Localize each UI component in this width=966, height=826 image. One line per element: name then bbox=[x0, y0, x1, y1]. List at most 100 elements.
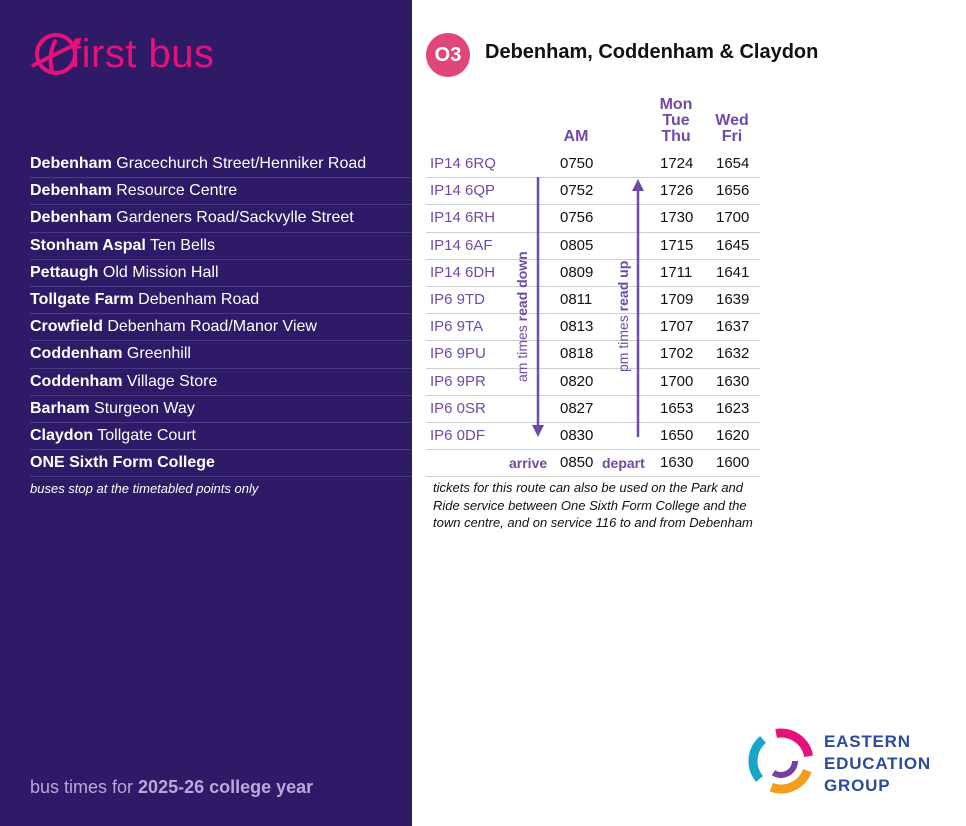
am-column-header: AM bbox=[563, 128, 589, 145]
wed-fri-time: 1623 bbox=[716, 399, 750, 417]
postcode: IP6 0DF bbox=[430, 426, 486, 444]
table-row: IP6 9PR 0820 1700 1630 bbox=[426, 369, 760, 396]
stop-town: Debenham bbox=[30, 182, 112, 200]
stop-town: Coddenham bbox=[30, 345, 123, 363]
stop-row: Pettaugh Old Mission Hall bbox=[30, 260, 411, 287]
stop-place: Sturgeon Way bbox=[94, 399, 195, 417]
pm-read-up-label: pm times read up bbox=[615, 261, 631, 372]
footer-year: 2025-26 college year bbox=[138, 777, 314, 797]
table-row: 0850 1630 1600 arrive depart bbox=[426, 450, 760, 478]
am-time: 0820 bbox=[560, 372, 594, 390]
mon-thu-time: 1711 bbox=[660, 263, 693, 281]
table-row: IP6 9PU 0818 1702 1632 bbox=[426, 341, 760, 369]
postcode: IP6 9PR bbox=[430, 372, 486, 390]
wed-fri-time: 1656 bbox=[716, 182, 750, 200]
stop-place: Greenhill bbox=[126, 345, 191, 363]
postcode: IP6 9TD bbox=[430, 290, 486, 308]
footer-text: bus times for 2025-26 college year bbox=[30, 777, 313, 798]
partner-line: EASTERN bbox=[824, 732, 911, 751]
stop-row: Tollgate Farm Debenham Road bbox=[30, 287, 411, 315]
stop-place: Old Mission Hall bbox=[102, 263, 219, 281]
table-row: IP6 9TD 0811 1709 1639 bbox=[426, 287, 760, 315]
postcode: IP14 6AF bbox=[430, 236, 493, 254]
postcode: IP6 9PU bbox=[430, 345, 486, 363]
stop-row: Debenham Gardeners Road/Sackvylle Street bbox=[30, 205, 411, 233]
brand-name: first bus bbox=[70, 32, 215, 76]
header-day: Mon bbox=[659, 96, 693, 113]
stop-town: Debenham bbox=[30, 209, 112, 227]
am-time: 0805 bbox=[560, 236, 594, 254]
partner-line: GROUP bbox=[824, 776, 891, 795]
pm-read-prefix: pm times bbox=[615, 311, 631, 372]
route-title: Debenham, Coddenham & Claydon bbox=[485, 41, 819, 63]
stop-note: buses stop at the timetabled points only bbox=[30, 481, 259, 496]
am-read-down-label: am times read down bbox=[514, 251, 530, 382]
am-time: 0813 bbox=[560, 318, 594, 336]
route-number-badge: O3 bbox=[426, 33, 470, 77]
footer-prefix: bus times for bbox=[30, 777, 139, 797]
wed-fri-time: 1600 bbox=[716, 454, 750, 472]
mon-thu-time: 1715 bbox=[660, 236, 694, 254]
mon-thu-time: 1709 bbox=[660, 290, 694, 308]
am-time: 0752 bbox=[560, 182, 594, 200]
mon-thu-column-header: Mon Tue Thu bbox=[652, 97, 700, 145]
stop-row: Coddenham Greenhill bbox=[30, 341, 411, 369]
am-time: 0850 bbox=[560, 454, 594, 472]
wed-fri-time: 1637 bbox=[716, 318, 750, 336]
stop-row: Coddenham Village Store bbox=[30, 369, 411, 396]
stop-town: Pettaugh bbox=[30, 263, 99, 281]
mon-thu-time: 1707 bbox=[660, 318, 694, 336]
wed-fri-time: 1654 bbox=[716, 155, 750, 172]
header-day: Thu bbox=[661, 128, 691, 145]
mon-thu-time: 1702 bbox=[660, 345, 694, 363]
am-time: 0818 bbox=[560, 345, 594, 363]
table-row: IP14 6AF 0805 1715 1645 bbox=[426, 233, 760, 260]
mon-thu-time: 1730 bbox=[660, 209, 694, 227]
down-arrow-icon bbox=[532, 177, 544, 437]
header-day: Tue bbox=[662, 112, 690, 129]
postcode: IP14 6DH bbox=[430, 263, 496, 281]
stop-town: Coddenham bbox=[30, 372, 123, 390]
up-arrow-icon bbox=[632, 179, 644, 437]
wed-fri-time: 1641 bbox=[716, 263, 750, 281]
stop-place: Gardeners Road/Sackvylle Street bbox=[116, 209, 354, 227]
stop-town: Crowfield bbox=[30, 318, 103, 336]
postcode: IP14 6QP bbox=[430, 182, 496, 200]
am-time: 0750 bbox=[560, 155, 594, 172]
postcode: IP14 6RH bbox=[430, 209, 496, 227]
stop-town: Claydon bbox=[30, 426, 94, 444]
mon-thu-time: 1650 bbox=[660, 426, 694, 444]
stop-place: Tollgate Court bbox=[97, 426, 196, 444]
depart-label: depart bbox=[602, 455, 645, 472]
stop-place: Gracechurch Street/Henniker Road bbox=[116, 155, 367, 172]
timetable: IP14 6RQ 0750 1724 1654 IP14 6QP 0752 1726 1656… bbox=[426, 151, 760, 478]
stop-row: Stonham Aspal Ten Bells bbox=[30, 233, 411, 260]
stop-town: Debenham bbox=[30, 155, 112, 172]
stop-town: Stonham Aspal bbox=[30, 236, 146, 254]
stop-row: Debenham Gracechurch Street/Henniker Roa… bbox=[30, 151, 411, 179]
arrive-label: arrive bbox=[509, 455, 548, 472]
stop-row: ONE Sixth Form College bbox=[30, 450, 411, 478]
am-read-bold: read down bbox=[514, 251, 530, 322]
mon-thu-time: 1726 bbox=[660, 182, 694, 200]
table-row: IP14 6DH 0809 1711 1641 bbox=[426, 260, 760, 287]
wed-fri-time: 1639 bbox=[716, 290, 750, 308]
stop-place: Debenham Road bbox=[138, 290, 260, 308]
postcode: IP6 9TA bbox=[430, 318, 484, 336]
wed-fri-time: 1632 bbox=[716, 345, 750, 363]
pm-read-bold: read up bbox=[615, 260, 631, 312]
stop-row: Barham Sturgeon Way bbox=[30, 396, 411, 423]
wed-fri-time: 1700 bbox=[716, 209, 750, 227]
postcode: IP14 6RQ bbox=[430, 155, 496, 172]
postcode: IP6 0SR bbox=[430, 399, 486, 417]
table-row: IP14 6RH 0756 1730 1700 bbox=[426, 205, 760, 233]
eastern-education-group-logo-icon bbox=[748, 728, 814, 794]
ticket-note: tickets for this route can also be used … bbox=[433, 480, 753, 530]
am-time: 0809 bbox=[560, 263, 594, 281]
stop-list: Debenham Gracechurch Street/Henniker Roa… bbox=[30, 151, 411, 478]
table-row: IP6 0SR 0827 1653 1623 bbox=[426, 396, 760, 423]
table-row: IP14 6RQ 0750 1724 1654 bbox=[426, 151, 760, 179]
stop-row: Debenham Resource Centre bbox=[30, 178, 411, 206]
wed-fri-time: 1645 bbox=[716, 236, 750, 254]
mon-thu-time: 1700 bbox=[660, 372, 694, 390]
